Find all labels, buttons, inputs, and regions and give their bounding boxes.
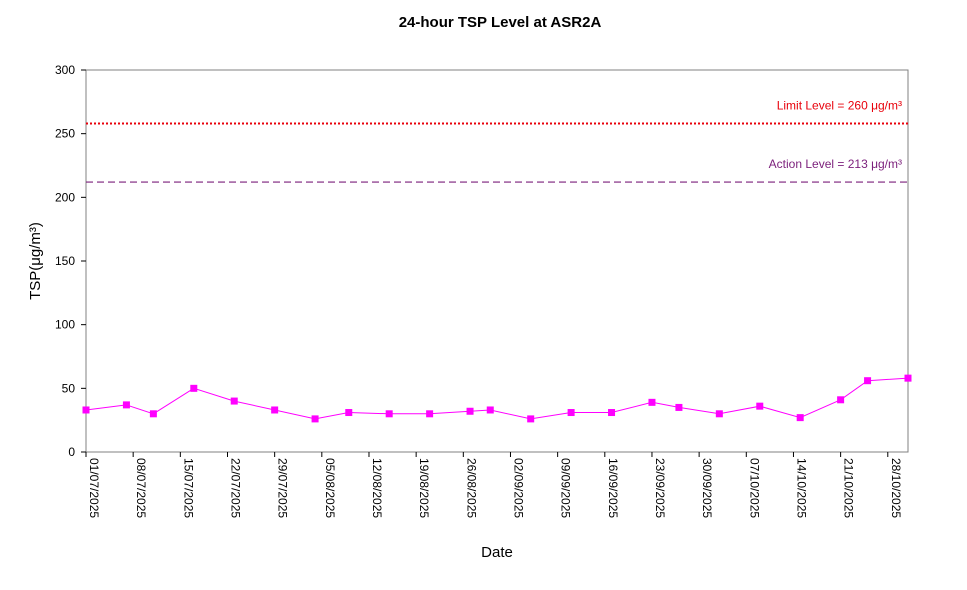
- data-point: [567, 409, 575, 417]
- data-point: [756, 402, 764, 410]
- data-point: [82, 406, 90, 414]
- data-point: [190, 384, 198, 392]
- x-axis: 01/07/2025 08/07/2025 15/07/2025 22/07/2025…: [85, 452, 903, 518]
- x-tick-label: 30/09/2025: [700, 458, 714, 518]
- x-tick-label: 28/10/2025: [889, 458, 903, 518]
- data-point: [904, 374, 912, 382]
- x-tick-label: 22/07/2025: [228, 458, 242, 518]
- y-tick-label: 300: [55, 63, 75, 77]
- y-tick-label: 50: [62, 381, 76, 395]
- limit-level-label: Limit Level = 260 μg/m³: [777, 98, 902, 112]
- data-point: [608, 409, 616, 417]
- x-tick-label: 01/07/2025: [87, 458, 101, 518]
- x-tick-label: 05/08/2025: [323, 458, 337, 518]
- y-tick-label: 0: [68, 445, 75, 459]
- x-tick-label: 08/07/2025: [134, 458, 148, 518]
- data-point: [715, 410, 723, 418]
- x-tick-label: 09/09/2025: [559, 458, 573, 518]
- data-point: [271, 406, 279, 414]
- data-point: [426, 410, 434, 418]
- x-tick-label: 23/09/2025: [653, 458, 667, 518]
- x-tick-label: 21/10/2025: [842, 458, 856, 518]
- x-tick-label: 16/09/2025: [606, 458, 620, 518]
- action-level-label: Action Level = 213 μg/m³: [769, 157, 902, 171]
- data-point: [230, 397, 238, 405]
- data-point: [466, 407, 474, 415]
- series-layer: [82, 374, 912, 423]
- y-tick-label: 100: [55, 318, 75, 332]
- y-axis-label: TSP(μg/m³): [27, 222, 44, 300]
- data-point: [648, 398, 656, 406]
- data-point: [864, 377, 872, 385]
- data-point: [311, 415, 319, 423]
- plot-area: [85, 69, 909, 453]
- x-tick-label: 02/09/2025: [511, 458, 525, 518]
- data-point: [675, 403, 683, 411]
- y-tick-label: 150: [55, 254, 75, 268]
- x-tick-label: 15/07/2025: [181, 458, 195, 518]
- series-line: [85, 377, 909, 420]
- data-point: [796, 414, 804, 422]
- x-tick-label: 07/10/2025: [747, 458, 761, 518]
- x-axis-label: Date: [481, 544, 513, 561]
- data-point: [527, 415, 535, 423]
- reference-lines: Limit Level = 260 μg/m³ Action Level = 21…: [86, 98, 908, 183]
- y-tick-label: 200: [55, 190, 75, 204]
- x-tick-label: 19/08/2025: [417, 458, 431, 518]
- data-point: [385, 410, 393, 418]
- y-axis: 0 50 100 150 200 250 300: [55, 63, 86, 459]
- x-tick-label: 14/10/2025: [794, 458, 808, 518]
- data-point: [345, 409, 353, 417]
- x-tick-label: 26/08/2025: [464, 458, 478, 518]
- chart-title: 24-hour TSP Level at ASR2A: [399, 14, 602, 31]
- data-point: [149, 410, 157, 418]
- data-point: [837, 396, 845, 404]
- data-point: [122, 401, 130, 409]
- x-tick-label: 12/08/2025: [370, 458, 384, 518]
- x-tick-label: 29/07/2025: [276, 458, 290, 518]
- data-point: [486, 406, 494, 414]
- y-tick-label: 250: [55, 127, 75, 141]
